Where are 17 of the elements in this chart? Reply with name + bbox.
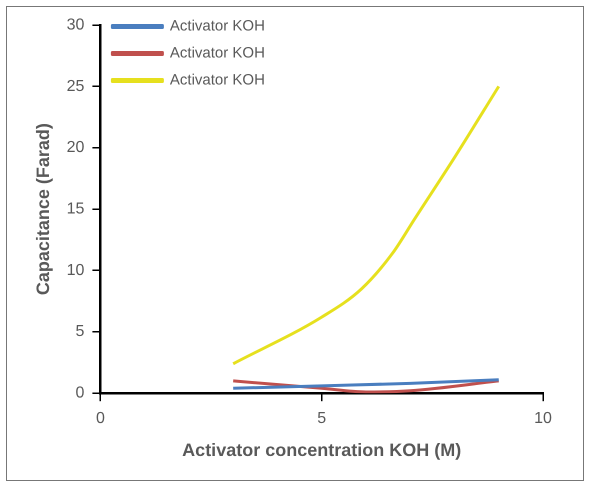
x-tick-label: 0 (96, 410, 105, 428)
x-tick-label: 10 (534, 410, 552, 428)
y-tick-label: 20 (66, 139, 84, 156)
y-tick-label: 30 (66, 16, 84, 34)
y-tick-label: 10 (66, 262, 84, 279)
x-axis-title: Activator concentration KOH (M) (182, 440, 462, 460)
y-axis-title: Capacitance (Farad) (32, 123, 53, 296)
legend-label: Activator KOH (170, 44, 265, 62)
y-tick-label: 0 (75, 384, 84, 402)
legend-label: Activator KOH (170, 18, 265, 35)
x-tick-label: 5 (317, 410, 326, 428)
legend-label: Activator KOH (170, 72, 265, 89)
line-series (232, 378, 500, 390)
y-tick-label: 15 (66, 200, 84, 218)
y-tick-label: 25 (66, 78, 84, 95)
line-series (232, 84, 500, 366)
y-tick-label: 5 (75, 323, 84, 340)
